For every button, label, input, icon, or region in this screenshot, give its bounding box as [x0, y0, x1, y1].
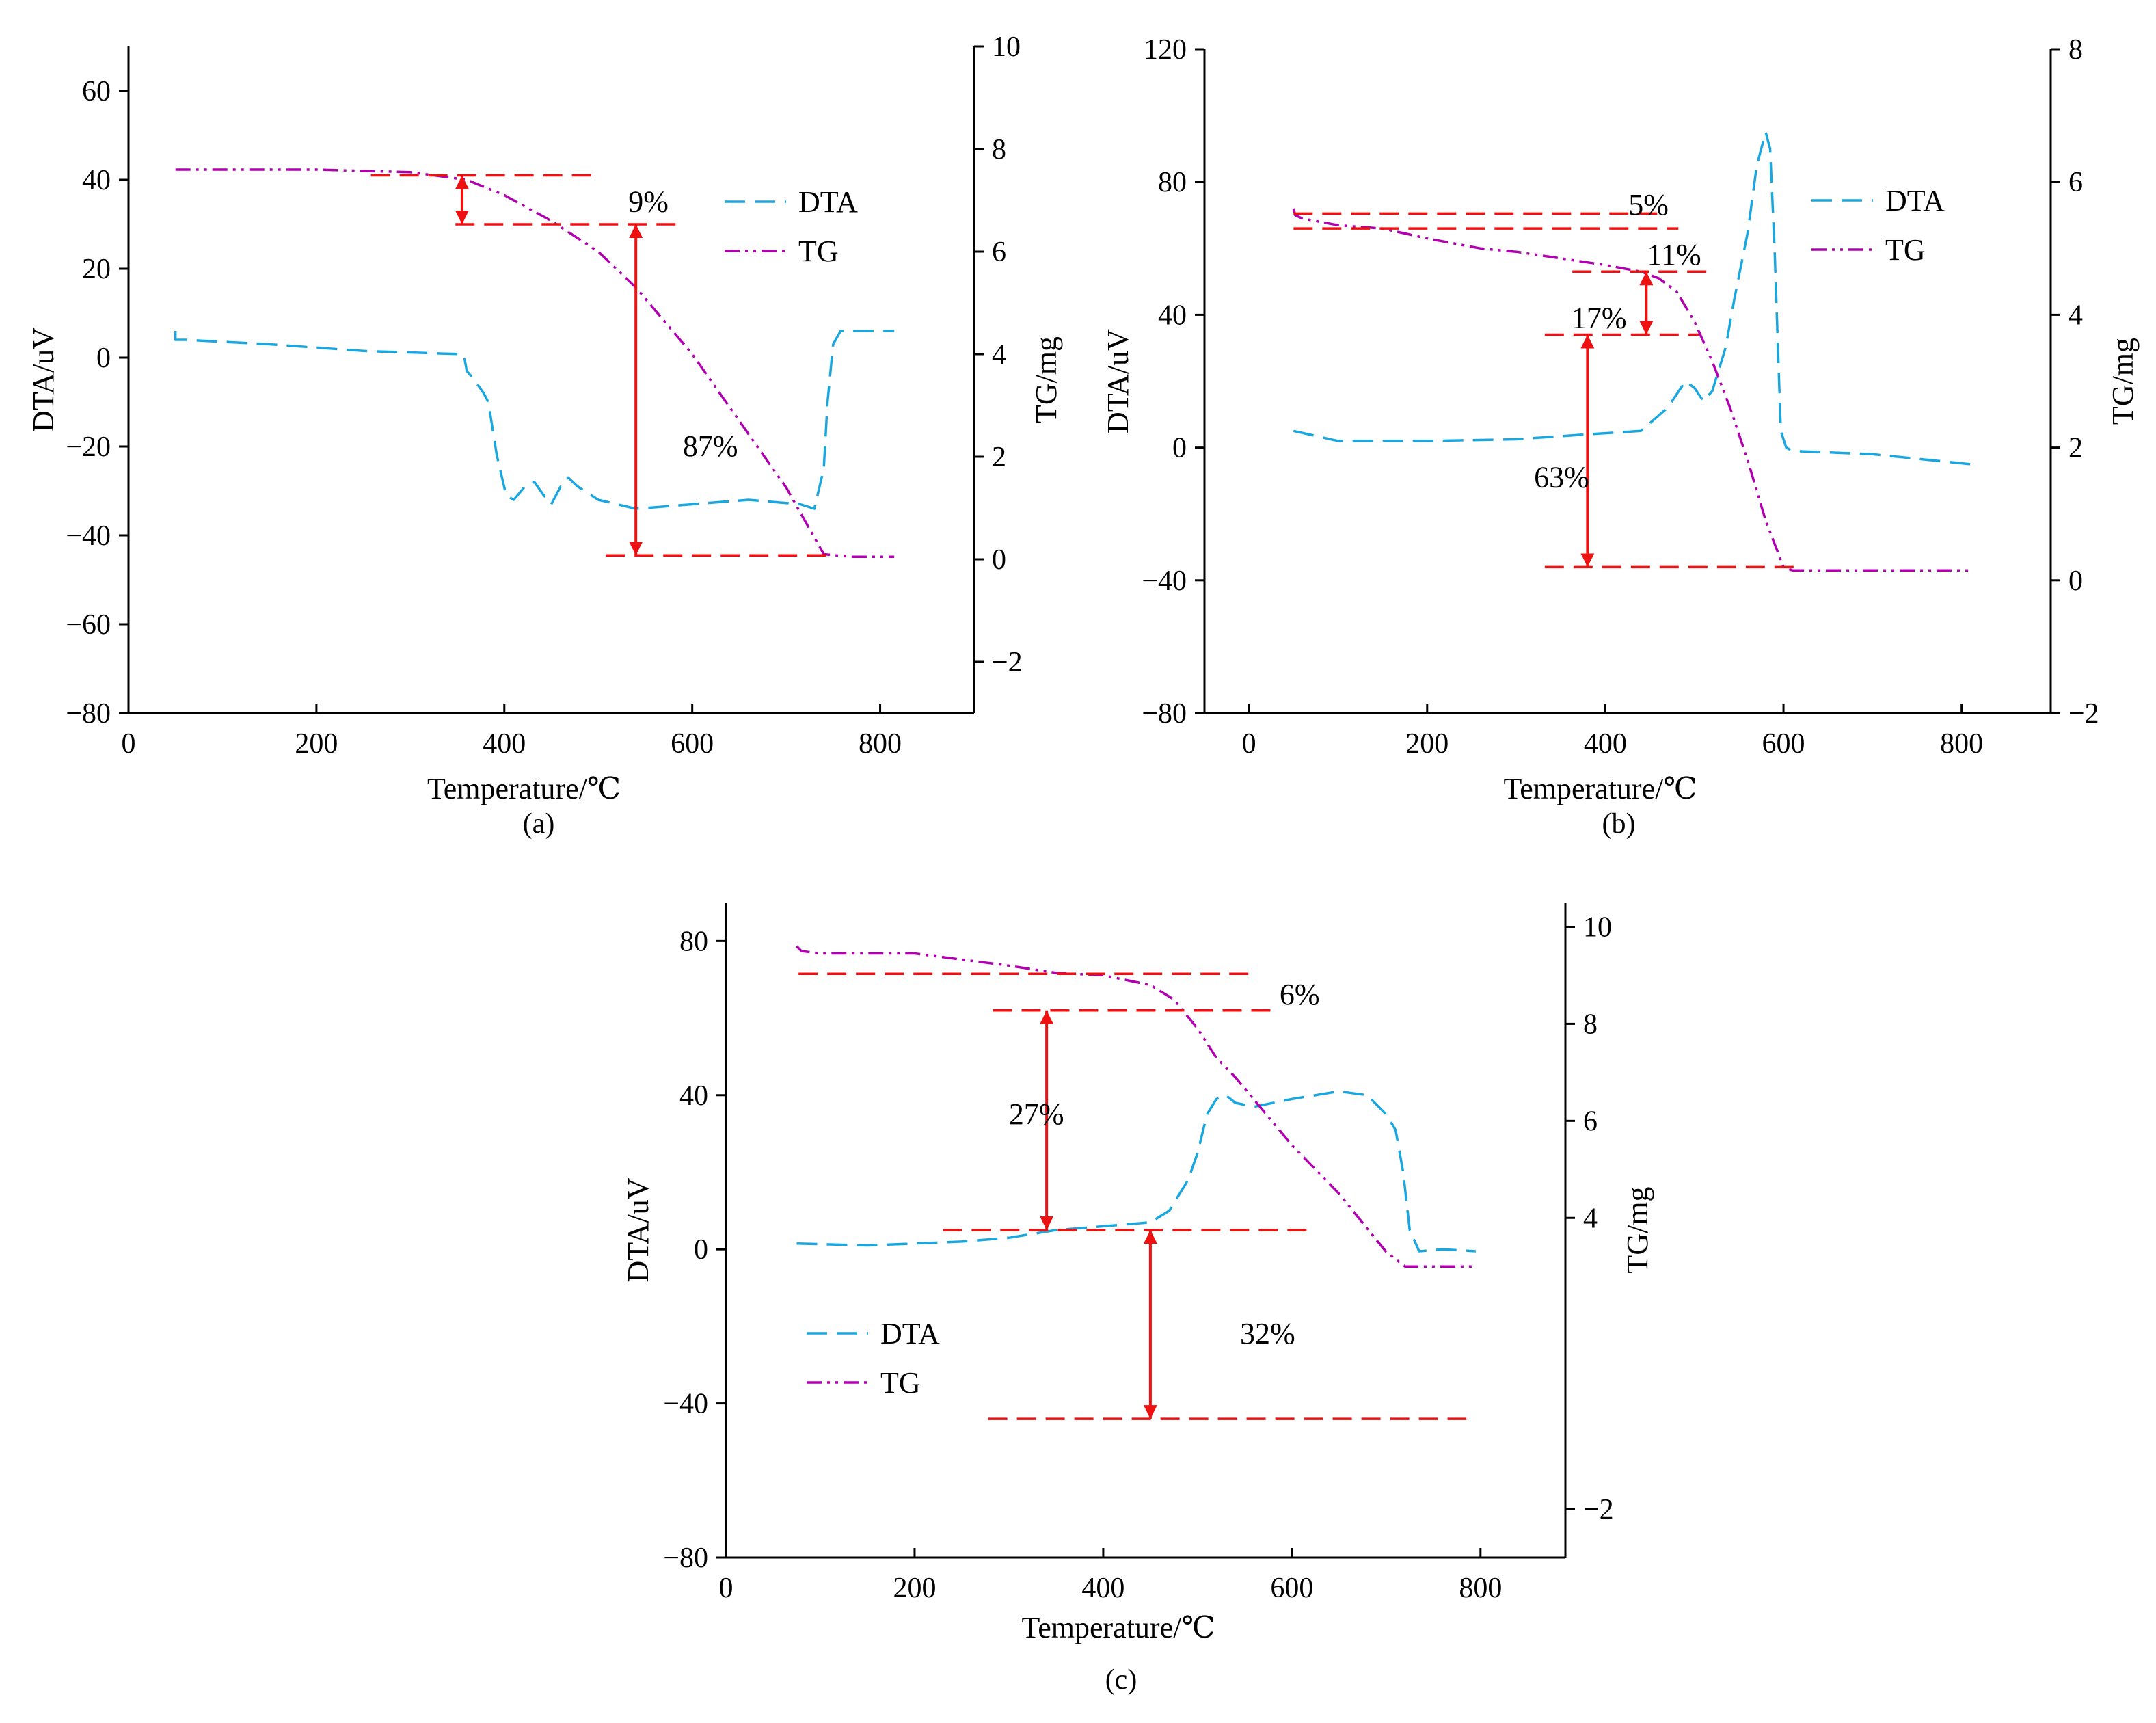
y-tick-label: 0 — [96, 343, 111, 374]
chart-panel-c: 0 200 400 600 80080400−40−8010864−2Temperatu… — [621, 903, 1654, 1644]
y2-axis-label: TG/mg — [1029, 336, 1063, 423]
x-axis-label: Temperature/℃ — [1503, 772, 1697, 805]
x-tick-label: 400 — [1081, 1573, 1124, 1604]
x-tick-label: 600 — [1762, 728, 1805, 760]
legend-tg-label: TG — [798, 235, 839, 268]
y-tick-label: 0 — [1172, 433, 1187, 464]
tg-series-line — [1292, 208, 1971, 572]
y-tick-label: 80 — [679, 926, 708, 957]
annotation-label: 9% — [628, 185, 669, 219]
y2-tick-label: 4 — [992, 339, 1006, 371]
x-tick-label: 600 — [671, 728, 714, 760]
y-tick-label: −80 — [66, 698, 111, 730]
annotation-label: 11% — [1647, 238, 1701, 271]
y2-tick-label: 2 — [992, 442, 1006, 473]
y2-tick-label: −2 — [992, 647, 1023, 678]
y2-tick-label: 6 — [1583, 1106, 1598, 1137]
panel-label-c: (c) — [1105, 1664, 1137, 1696]
y-tick-label: −20 — [66, 431, 111, 463]
x-axis-label: Temperature/℃ — [427, 772, 621, 805]
y2-tick-label: 2 — [2069, 433, 2083, 464]
y-tick-label: −80 — [1142, 698, 1187, 730]
annotation-label: 87% — [683, 429, 738, 463]
y2-tick-label: 10 — [1583, 911, 1612, 943]
y2-tick-label: −2 — [2069, 698, 2099, 730]
y2-tick-label: 0 — [992, 544, 1006, 576]
x-tick-label: 0 — [122, 728, 136, 760]
annotation-label: 5% — [1628, 188, 1669, 222]
x-axis-label: Temperature/℃ — [1021, 1611, 1215, 1644]
y2-tick-label: −2 — [1583, 1494, 1614, 1525]
x-tick-label: 0 — [719, 1573, 733, 1604]
legend-dta-label: DTA — [798, 185, 858, 219]
annotation-label: 27% — [1009, 1097, 1064, 1131]
chart-panel-b: 0 200 400 600 80012080400−40−8086420−2Temper… — [1101, 34, 2140, 805]
y2-tick-label: 8 — [2069, 34, 2083, 66]
y2-tick-label: 6 — [2069, 167, 2083, 198]
annotation-label: 63% — [1534, 460, 1589, 494]
annotation-label: 32% — [1240, 1317, 1295, 1350]
legend-dta-label: DTA — [880, 1317, 940, 1350]
y-tick-label: −60 — [66, 609, 111, 641]
y-tick-label: 40 — [1158, 299, 1187, 331]
x-tick-label: 400 — [483, 728, 526, 760]
y-axis-label: DTA/uV — [1101, 329, 1135, 433]
tg-series-line — [796, 945, 1476, 1268]
y2-tick-label: 6 — [992, 237, 1006, 268]
x-tick-label: 200 — [1405, 728, 1448, 760]
y-tick-label: 120 — [1144, 34, 1187, 66]
y2-tick-label: 10 — [992, 31, 1021, 63]
y-tick-label: 20 — [82, 254, 111, 285]
y-tick-label: 60 — [82, 76, 111, 107]
y2-tick-label: 8 — [992, 134, 1006, 165]
y-tick-label: −80 — [663, 1542, 708, 1574]
x-tick-label: 800 — [1940, 728, 1983, 760]
y-axis-label: DTA/uV — [27, 328, 60, 432]
y-tick-label: 40 — [82, 165, 111, 196]
y-tick-label: −40 — [1142, 565, 1187, 597]
dta-series-line — [796, 1090, 1477, 1253]
x-tick-label: 800 — [859, 728, 902, 760]
y-tick-label: 80 — [1158, 167, 1187, 198]
legend-tg-label: TG — [880, 1366, 921, 1400]
y2-tick-label: 8 — [1583, 1009, 1598, 1040]
y-axis-label: DTA/uV — [621, 1177, 655, 1282]
legend-dta-label: DTA — [1885, 184, 1945, 217]
annotation-label: 6% — [1280, 978, 1320, 1011]
panel-label-b: (b) — [1602, 808, 1636, 840]
chart-panel-a: 0 200 400 600 8006040200−20−40−60−801086420−… — [27, 31, 1063, 805]
x-tick-label: 200 — [893, 1573, 936, 1604]
y-tick-label: 40 — [679, 1080, 708, 1112]
y-tick-label: 0 — [694, 1234, 708, 1266]
y2-tick-label: 4 — [1583, 1203, 1598, 1234]
y2-tick-label: 4 — [2069, 299, 2083, 331]
x-tick-label: 200 — [295, 728, 338, 760]
dta-series-line — [174, 330, 895, 510]
x-tick-label: 600 — [1270, 1573, 1313, 1604]
y-tick-label: −40 — [663, 1389, 708, 1420]
y2-axis-label: TG/mg — [2106, 338, 2140, 425]
y2-axis-label: TG/mg — [1621, 1186, 1654, 1273]
legend-tg-label: TG — [1885, 233, 1926, 267]
x-tick-label: 400 — [1584, 728, 1627, 760]
x-tick-label: 800 — [1459, 1573, 1502, 1604]
annotation-label: 17% — [1572, 301, 1627, 334]
panel-label-a: (a) — [523, 808, 555, 840]
y2-tick-label: 0 — [2069, 565, 2083, 597]
y-tick-label: −40 — [66, 520, 111, 552]
x-tick-label: 0 — [1242, 728, 1256, 760]
tg-series-line — [175, 168, 895, 559]
dta-series-line — [1293, 131, 1971, 466]
